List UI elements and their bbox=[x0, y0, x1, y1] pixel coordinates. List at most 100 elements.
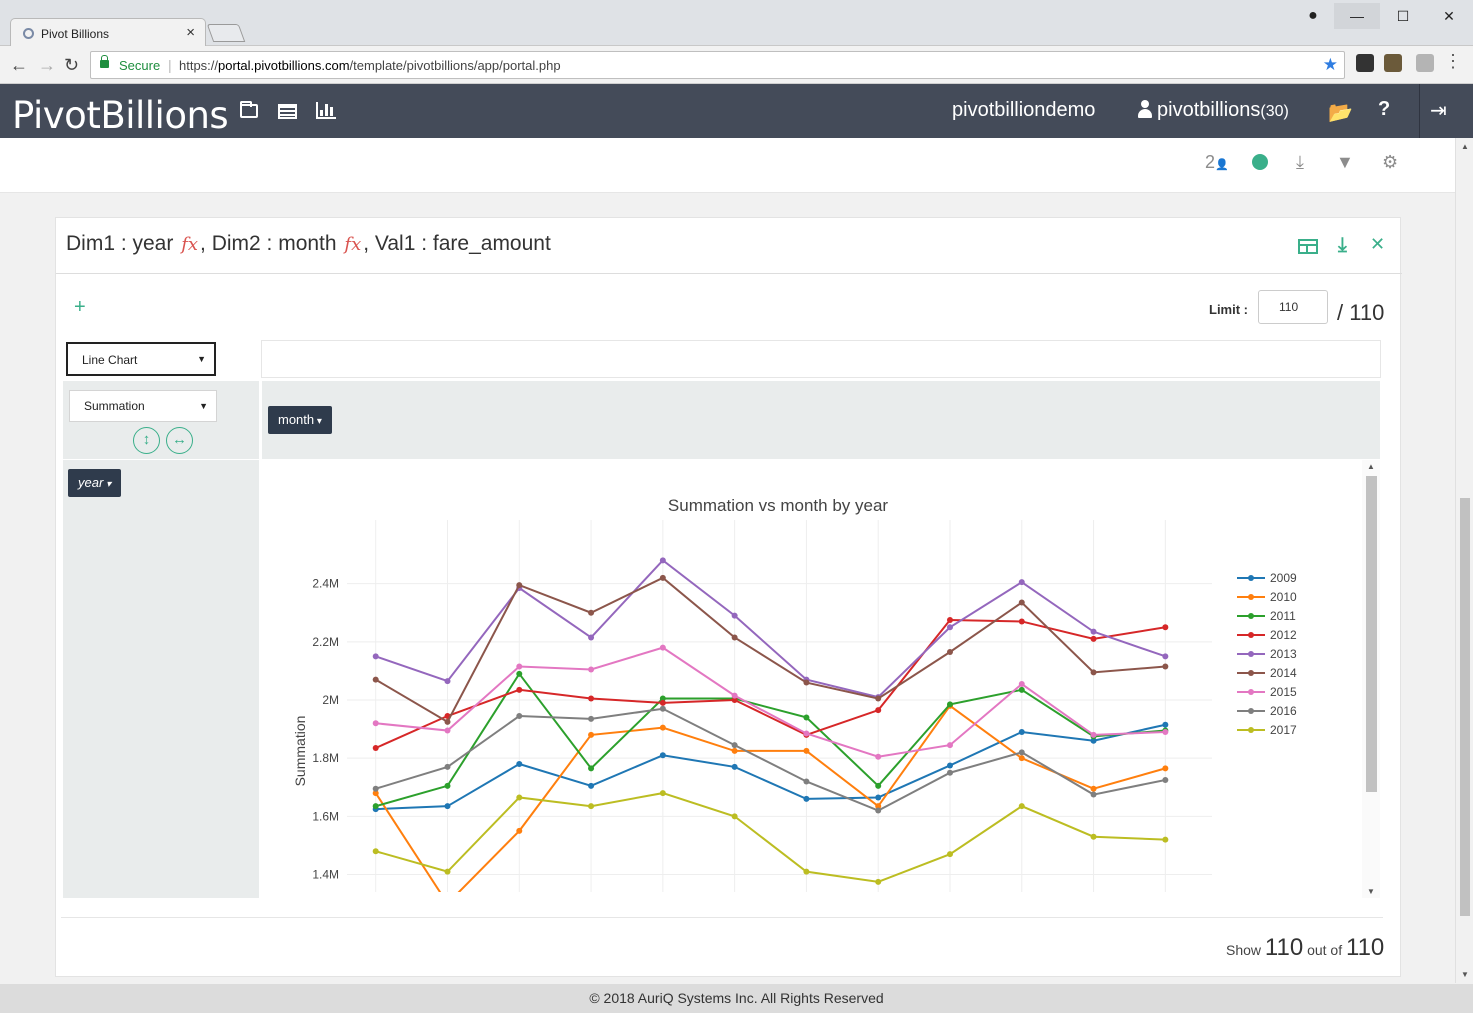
data-point-2014 bbox=[803, 679, 810, 686]
chart-scroll-up-icon[interactable]: ▲ bbox=[1367, 462, 1375, 471]
data-point-2009 bbox=[1018, 729, 1025, 735]
data-point-2016 bbox=[731, 742, 738, 749]
download-icon[interactable]: ⤓ bbox=[1296, 152, 1304, 172]
workspace-name[interactable]: pivotbilliondemo bbox=[952, 99, 1096, 121]
folder-icon[interactable] bbox=[240, 101, 258, 118]
url-text: https://portal.pivotbillions.com/templat… bbox=[179, 58, 561, 73]
limit-total: / 110 bbox=[1337, 300, 1385, 325]
data-point-2013 bbox=[372, 653, 379, 660]
year-dimension-pill[interactable]: year bbox=[68, 469, 122, 497]
window-maximize-button[interactable]: ☐ bbox=[1396, 8, 1410, 24]
sort-horizontal-button[interactable]: ↔ bbox=[166, 427, 193, 454]
series-line-2015 bbox=[375, 646, 1166, 758]
series-line-2012 bbox=[375, 618, 1166, 749]
legend-item-2011: 2011 bbox=[1270, 609, 1296, 623]
data-point-2010 bbox=[803, 747, 810, 754]
status-dot-icon[interactable] bbox=[1252, 154, 1268, 170]
extension-icon[interactable] bbox=[1384, 54, 1402, 72]
window-close-button[interactable]: ✕ bbox=[1443, 8, 1455, 24]
data-point-2015 bbox=[875, 753, 882, 760]
y-tick-label: 2.2M bbox=[312, 635, 339, 649]
limit-input[interactable] bbox=[1258, 290, 1328, 324]
url-input[interactable]: Secure | https://portal.pivotbillions.co… bbox=[90, 51, 1345, 79]
chart-scrollbar-thumb[interactable] bbox=[1366, 476, 1377, 792]
data-point-2013 bbox=[444, 678, 451, 685]
data-point-2014 bbox=[659, 574, 666, 581]
data-point-2010 bbox=[659, 724, 666, 731]
reload-button[interactable]: ↻ bbox=[64, 55, 80, 75]
forward-button[interactable]: → bbox=[38, 55, 56, 75]
data-point-2017 bbox=[946, 851, 953, 858]
legend-item-2014: 2014 bbox=[1270, 666, 1297, 680]
help-icon[interactable]: ? bbox=[1378, 98, 1391, 120]
data-point-2016 bbox=[659, 705, 666, 712]
bookmark-star-icon[interactable]: ★ bbox=[1322, 55, 1338, 74]
chart-area: 1.4M 1.6M 1.8M 2M 2.2M 2.4M Summation vs month… bbox=[262, 460, 1380, 898]
data-point-2017 bbox=[372, 848, 379, 855]
month-dimension-pill[interactable]: month bbox=[268, 406, 332, 434]
data-point-2011 bbox=[946, 701, 953, 708]
chart-type-select[interactable]: Line Chart bbox=[66, 342, 216, 376]
open-folder-icon[interactable]: 📂 bbox=[1328, 102, 1353, 124]
data-point-2009 bbox=[1090, 737, 1097, 744]
window-minimize-button[interactable]: — bbox=[1334, 3, 1380, 29]
data-point-2009 bbox=[946, 762, 953, 769]
data-point-2014 bbox=[946, 649, 953, 655]
back-button[interactable]: ← bbox=[10, 55, 28, 75]
panel-download-icon[interactable]: ⤓ bbox=[1338, 234, 1347, 256]
chart-scroll-down-icon[interactable]: ▼ bbox=[1367, 887, 1375, 896]
data-point-2009 bbox=[803, 795, 810, 802]
data-point-2016 bbox=[946, 769, 953, 776]
data-point-2010 bbox=[372, 790, 379, 797]
logout-icon[interactable]: ⇥ bbox=[1430, 100, 1447, 122]
browser-tab[interactable]: Pivot Billions × bbox=[10, 18, 206, 47]
data-point-2013 bbox=[1090, 628, 1097, 635]
show-label: Show bbox=[1226, 942, 1262, 958]
y-tick-label: 1.8M bbox=[312, 751, 339, 765]
y-axis-label: Summation bbox=[292, 716, 308, 787]
data-point-2012 bbox=[1162, 624, 1169, 631]
dim2-label: , Dim2 : month bbox=[200, 232, 337, 255]
series-line-2010 bbox=[374, 704, 1166, 892]
scroll-up-arrow-icon[interactable]: ▲ bbox=[1461, 142, 1469, 151]
brand-logo[interactable]: PivotBillions bbox=[12, 94, 229, 137]
data-point-2012 bbox=[1018, 618, 1025, 625]
tab-close-icon[interactable]: × bbox=[186, 24, 195, 41]
extension-icon[interactable] bbox=[1416, 54, 1434, 72]
bar-chart-icon[interactable] bbox=[316, 102, 336, 119]
series-line-2011 bbox=[375, 672, 1166, 808]
account-menu[interactable]: pivotbillions(30) bbox=[1138, 99, 1289, 122]
scroll-down-arrow-icon[interactable]: ▼ bbox=[1461, 970, 1469, 979]
line-chart[interactable]: 1.4M 1.6M 1.8M 2M 2.2M 2.4M Summation vs month… bbox=[262, 460, 1362, 898]
legend-item-2016: 2016 bbox=[1270, 704, 1297, 718]
extension-icon[interactable] bbox=[1356, 54, 1374, 72]
aggregation-select[interactable]: Summation bbox=[69, 390, 217, 422]
add-button[interactable]: + bbox=[74, 296, 86, 318]
data-point-2011 bbox=[659, 695, 666, 702]
data-point-2014 bbox=[1162, 663, 1169, 670]
data-point-2016 bbox=[444, 763, 451, 770]
dim2-fx-icon[interactable]: fx bbox=[344, 234, 362, 255]
legend-item-2012: 2012 bbox=[1270, 628, 1297, 642]
panel-close-icon[interactable]: ✕ bbox=[1370, 234, 1386, 254]
filter-drop-area[interactable] bbox=[261, 340, 1381, 378]
dim1-fx-icon[interactable]: fx bbox=[181, 234, 199, 255]
browser-profile-icon[interactable]: ● bbox=[1308, 7, 1318, 24]
gear-icon[interactable]: ⚙ bbox=[1382, 152, 1399, 172]
aggregation-area: Summation ↕ ↔ bbox=[63, 381, 259, 459]
browser-menu-icon[interactable] bbox=[1444, 51, 1462, 72]
new-tab-button[interactable] bbox=[206, 24, 246, 42]
chart-scrollbar[interactable]: ▲ ▼ bbox=[1362, 460, 1380, 898]
legend-swatch-dot bbox=[1248, 689, 1254, 695]
data-point-2012 bbox=[731, 697, 738, 703]
users-count[interactable]: 2👤 bbox=[1205, 152, 1229, 173]
data-point-2015 bbox=[372, 720, 379, 727]
data-point-2017 bbox=[803, 868, 810, 875]
sort-vertical-button[interactable]: ↕ bbox=[133, 427, 160, 454]
data-point-2013 bbox=[946, 624, 953, 631]
table-icon[interactable] bbox=[278, 104, 297, 119]
page-scrollbar-thumb[interactable] bbox=[1460, 498, 1470, 916]
filter-icon[interactable]: ▼ bbox=[1336, 152, 1354, 172]
page-scrollbar[interactable]: ▲ ▼ bbox=[1455, 138, 1473, 983]
layout-icon[interactable] bbox=[1298, 239, 1318, 254]
